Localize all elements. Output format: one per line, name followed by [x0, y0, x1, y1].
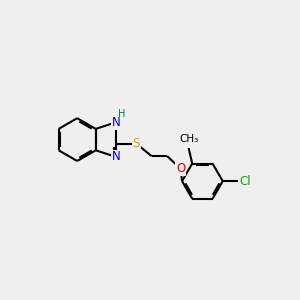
Text: N: N — [112, 116, 120, 129]
Text: O: O — [176, 162, 185, 175]
Text: H: H — [118, 109, 125, 119]
Text: N: N — [112, 150, 120, 164]
Text: CH₃: CH₃ — [179, 134, 198, 144]
Text: Cl: Cl — [240, 175, 251, 188]
Text: S: S — [133, 137, 140, 150]
